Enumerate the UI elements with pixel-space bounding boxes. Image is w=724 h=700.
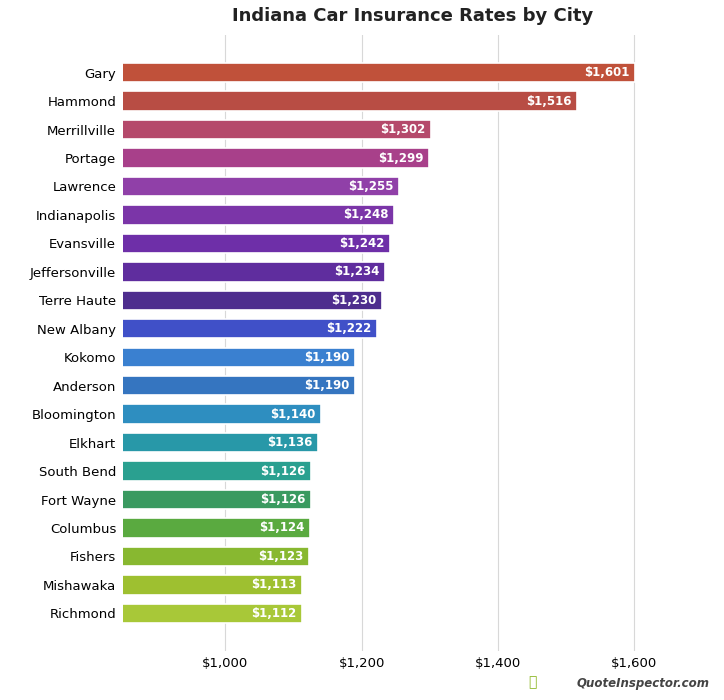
Text: $1,242: $1,242 [340,237,384,250]
Bar [0,262,384,281]
Text: $1,302: $1,302 [380,123,426,136]
Bar [0,575,303,594]
Text: $1,255: $1,255 [348,180,394,193]
Bar [0,518,310,538]
Text: QuoteInspector.com: QuoteInspector.com [576,676,710,690]
Text: $1,299: $1,299 [378,151,424,164]
Bar [0,433,318,452]
Text: $1,112: $1,112 [251,607,296,620]
Text: $1,230: $1,230 [332,294,376,307]
Bar [0,603,302,623]
Text: $1,126: $1,126 [261,465,306,477]
Text: $1,234: $1,234 [334,265,379,279]
Bar [0,461,311,481]
Text: $1,601: $1,601 [584,66,629,79]
Bar [0,205,395,225]
Bar [0,177,399,196]
Text: $1,123: $1,123 [258,550,303,563]
Text: $1,190: $1,190 [304,351,349,364]
Text: Ⓠ: Ⓠ [529,676,537,690]
Text: $1,190: $1,190 [304,379,349,392]
Bar [0,120,431,139]
Bar [0,319,376,338]
Text: $1,140: $1,140 [270,407,315,421]
Text: $1,113: $1,113 [252,578,297,592]
Bar [0,348,355,367]
Bar [0,405,321,424]
Bar [0,234,390,253]
Text: $1,248: $1,248 [343,209,389,221]
Bar [0,547,309,566]
Text: $1,516: $1,516 [526,94,571,108]
Bar [0,92,577,111]
Bar [0,376,355,396]
Bar [0,490,311,509]
Title: Indiana Car Insurance Rates by City: Indiana Car Insurance Rates by City [232,7,593,25]
Bar [0,290,382,310]
Text: $1,124: $1,124 [259,522,304,535]
Text: $1,222: $1,222 [326,322,371,335]
Bar [0,148,429,168]
Text: $1,136: $1,136 [267,436,313,449]
Bar [0,63,635,83]
Text: $1,126: $1,126 [261,493,306,506]
